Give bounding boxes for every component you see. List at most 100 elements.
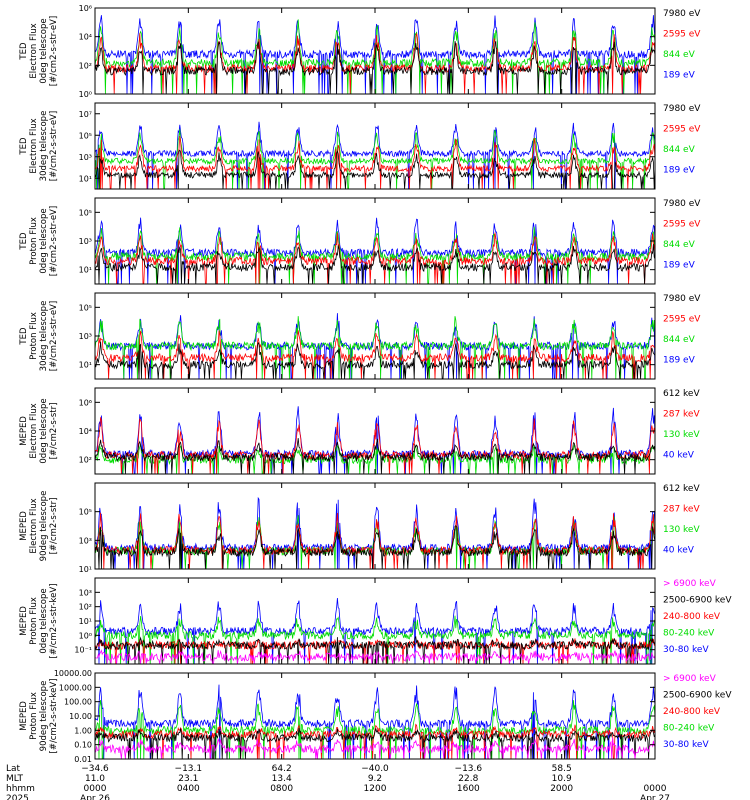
y-tick-label: 100.00 [64,698,92,707]
legend-entry: 2500-6900 keV [663,596,732,606]
x-tick-label-lat: 58.5 [552,764,572,774]
legend-entry: 189 eV [663,260,696,270]
panel-1: 10⁰ 10² 10⁴ 10⁶ TED Electron Flux 0deg telesco… [19,4,701,99]
legend-entry: 844 eV [663,50,696,60]
y-tick-label: 10³ [79,237,92,246]
series-line-130-kev [95,514,655,569]
x-tick-label-mlt: 11.0 [85,774,105,784]
panel-7: 10⁻¹ 10⁰ 10¹ 10² 10³ MEPED Proton Flux 0deg tel… [19,577,732,665]
legend-entry: 844 eV [663,335,696,345]
y-tick-label: 10¹ [79,617,92,626]
x-tick-label-mlt: 13.4 [272,774,292,784]
x-tick-label-date: Apr 26 [80,794,110,800]
y-tick-label: 10⁴ [79,33,92,42]
y-tick-label: 10⁷ [79,110,92,119]
legend-entry: 130 keV [663,430,700,440]
x-row-label: hhmm [6,784,35,794]
legend-entry: 2500-6900 keV [663,691,732,701]
legend-entry: 80-240 keV [663,629,715,639]
y-tick-label: 10.00 [69,712,92,721]
y-label-line: [#/cm2-s-str-eV] [49,206,59,276]
x-tick-label-hhmm: 1600 [457,784,480,794]
plot-area [95,406,655,474]
series-line-80-240-kev [95,700,655,759]
series-line-2595-ev [95,330,655,379]
y-label-line: MEPED [19,416,29,446]
y-label-line: [#/cm2-s-str-eV] [49,301,59,371]
y-axis-label: MEPED Electron Flux 0deg telescope [#/cm2-s… [19,398,59,463]
y-label-line: Proton Flux [29,312,39,360]
series-line-2595-ev [95,33,655,94]
x-tick-label-date: Apr 27 [640,794,670,800]
legend-entry: 844 eV [663,240,696,250]
legend-entry: 2595 eV [663,219,701,229]
panel-3: 10¹ 10³ 10⁵ TED Proton Flux 0deg telescope [#/… [19,197,701,285]
y-tick-label: 10⁵ [79,303,92,312]
y-label-line: Electron Flux [29,23,39,78]
y-label-line: TED [19,137,29,156]
legend-entry: 287 keV [663,409,700,419]
y-label-line: [#/cm2-s-str-eV] [49,16,59,86]
y-axis-label: TED Proton Flux 0deg telescope [#/cm2-s-str… [19,206,59,276]
y-tick-label: 10⁰ [79,90,92,99]
series-line-2500-6900-kev [95,635,655,664]
plot-area [95,684,655,759]
x-row-label: Lat [6,764,21,774]
series-line-30-80-kev [95,684,655,759]
legend-entry: 40 keV [663,545,695,555]
y-tick-label: 10⁵ [79,131,92,140]
legend-entry: 7980 eV [663,104,701,114]
legend-entry: 240-800 keV [663,707,721,717]
legend-entry: 30-80 keV [663,740,709,750]
y-label-line: 0deg telescope [39,588,49,653]
legend-entry: 2595 eV [663,29,701,39]
y-label-line: MEPED [19,701,29,731]
x-tick-label-lat: −34.6 [81,764,109,774]
series-line-189-ev [95,15,655,94]
series-line-7980-ev [95,41,655,94]
y-tick-label: 10⁵ [79,508,92,517]
y-label-line: 0deg telescope [39,18,49,83]
y-label-line: [#/cm2-s-str-keV] [49,584,59,659]
x-tick-label-hhmm: 0000 [644,784,667,794]
y-label-line: MEPED [19,511,29,541]
y-axis-label: MEPED Electron Flux 90deg telescope [#/cm2-… [19,491,59,562]
legend-entry: 240-800 keV [663,612,721,622]
legend-entry: 189 eV [663,70,696,80]
y-tick-label: 10² [79,603,92,612]
y-label-line: TED [19,327,29,346]
y-axis-label: TED Electron Flux 30deg telescope [#/cm2-s-… [19,111,59,182]
series-line-612-kev [95,438,655,474]
series-line-612-kev [95,525,655,569]
y-label-line: Proton Flux [29,217,39,265]
series-line-7980-ev [95,149,655,189]
legend-entry: 80-240 keV [663,724,715,734]
panel-5: 10² 10⁴ 10⁶ MEPED Electron Flux 0deg telescop… [19,387,700,475]
series-line-2500-6900-kev [95,727,655,759]
panel-8: 0.010.101.0010.00100.001000.0010000.00ME… [19,669,732,764]
x-tick-label-hhmm: 2000 [550,784,573,794]
x-tick-label-mlt: 9.2 [368,774,382,784]
series-line-240-800-kev [95,637,655,664]
y-label-line: Electron Flux [29,118,39,173]
y-tick-label: 10000.00 [54,669,92,678]
series-line--6900-kev [95,737,655,759]
y-tick-label: 1.00 [74,726,92,735]
plot-area [95,496,655,569]
series-line-2595-ev [95,135,655,189]
y-tick-label: 10⁶ [79,398,92,407]
x-tick-label-lat: −13.1 [175,764,203,774]
y-tick-label: 10⁻¹ [74,646,92,655]
series-line-80-240-kev [95,615,655,664]
y-tick-label: 10² [79,456,92,465]
x-tick-label-hhmm: 1200 [364,784,387,794]
legend-entry: > 6900 keV [663,579,717,589]
x-tick-label-mlt: 22.8 [458,774,478,784]
x-tick-label-hhmm: 0400 [177,784,200,794]
y-axis-label: TED Proton Flux 30deg telescope [#/cm2-s-st… [19,301,59,372]
y-tick-label: 1000.00 [59,683,92,692]
series-line-7980-ev [95,244,655,284]
y-tick-label: 10³ [79,536,92,545]
y-label-line: Electron Flux [29,403,39,458]
